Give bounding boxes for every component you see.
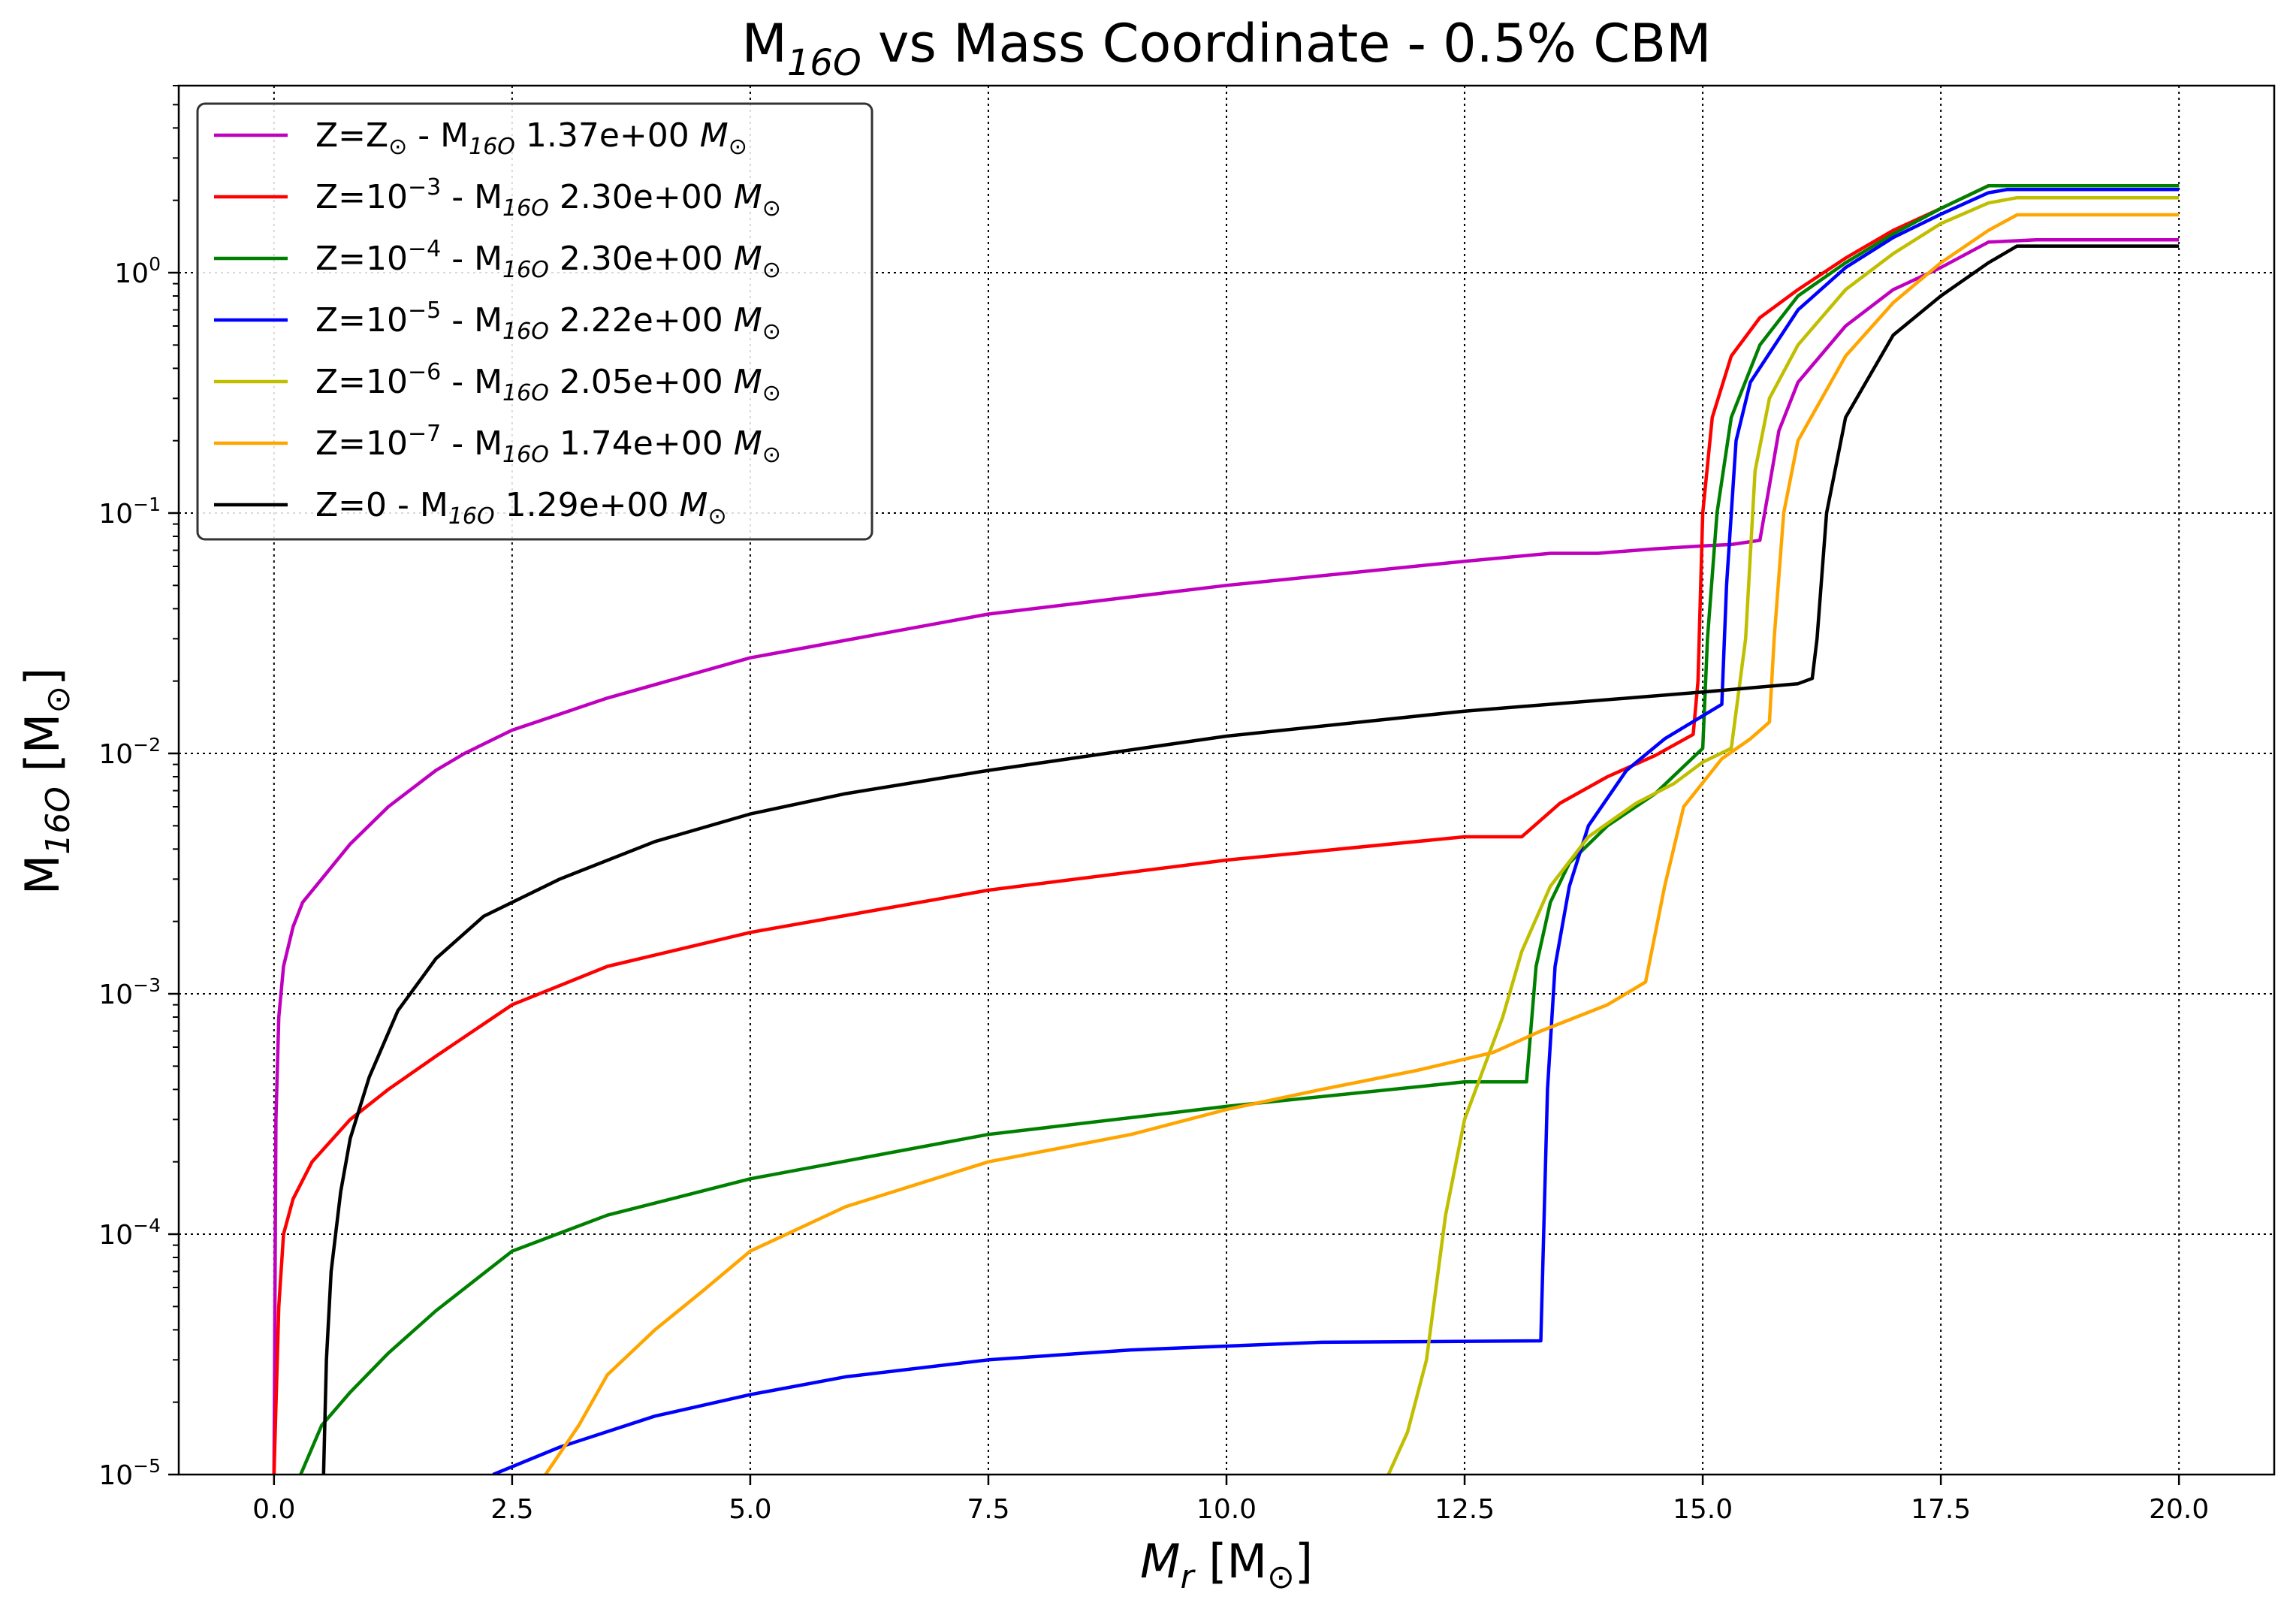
x-tick-label: 5.0 (729, 1494, 771, 1525)
x-tick-label: 2.5 (490, 1494, 533, 1525)
series-line-2 (299, 184, 2180, 1475)
y-tick-label: 10−3 (98, 974, 161, 1010)
legend-frame (196, 102, 873, 541)
legend-entry-6: Z=0 - M16O 1.29e+00 M⊙ (315, 486, 727, 530)
series-line-5 (544, 213, 2180, 1475)
x-tick-label: 7.5 (967, 1494, 1009, 1525)
y-tick-label: 10−1 (98, 494, 161, 530)
legend-entry-1: Z=10−3 - M16O 2.30e+00 M⊙ (315, 174, 781, 222)
series-line-3 (492, 187, 2180, 1475)
series-line-1 (272, 184, 2180, 1475)
legend-entry-4: Z=10−6 - M16O 2.05e+00 M⊙ (315, 359, 781, 406)
series-line-4 (1386, 195, 2180, 1475)
x-tick-label: 20.0 (2149, 1494, 2209, 1525)
y-tick-label: 10−2 (98, 734, 161, 770)
y-tick-label: 100 (114, 253, 161, 289)
y-tick-label: 10−5 (98, 1455, 161, 1491)
legend-entry-3: Z=10−5 - M16O 2.22e+00 M⊙ (315, 297, 781, 345)
series-line-0 (272, 238, 2180, 1475)
axis-ticks: 0.0 2.5 5.0 7.5 10.0 12.5 15.0 17.5 20.0 10−5 10−4… (98, 85, 2209, 1525)
series-lines (272, 184, 2180, 1475)
x-tick-label: 12.5 (1435, 1494, 1495, 1525)
x-tick-label: 10.0 (1196, 1494, 1257, 1525)
legend-entry-0: Z=Z⊙ - M16O 1.37e+00 M⊙ (315, 116, 747, 160)
x-tick-label: 15.0 (1673, 1494, 1733, 1525)
y-axis-label: M16O [M⊙] (15, 668, 77, 895)
legend: Z=Z⊙ - M16O 1.37e+00 M⊙ Z=10−3 - M16O 2.3… (196, 102, 873, 541)
y-tick-label: 10−4 (98, 1215, 161, 1251)
x-axis-label: Mr [M⊙] (1140, 1534, 1313, 1596)
chart-title: M16O vs Mass Coordinate - 0.5% CBM (741, 13, 1711, 84)
x-tick-label: 17.5 (1911, 1494, 1971, 1525)
legend-entry-5: Z=10−7 - M16O 1.74e+00 M⊙ (315, 421, 781, 468)
x-tick-label: 0.0 (252, 1494, 295, 1525)
series-line-6 (321, 244, 2180, 1475)
legend-entry-2: Z=10−4 - M16O 2.30e+00 M⊙ (315, 236, 781, 283)
